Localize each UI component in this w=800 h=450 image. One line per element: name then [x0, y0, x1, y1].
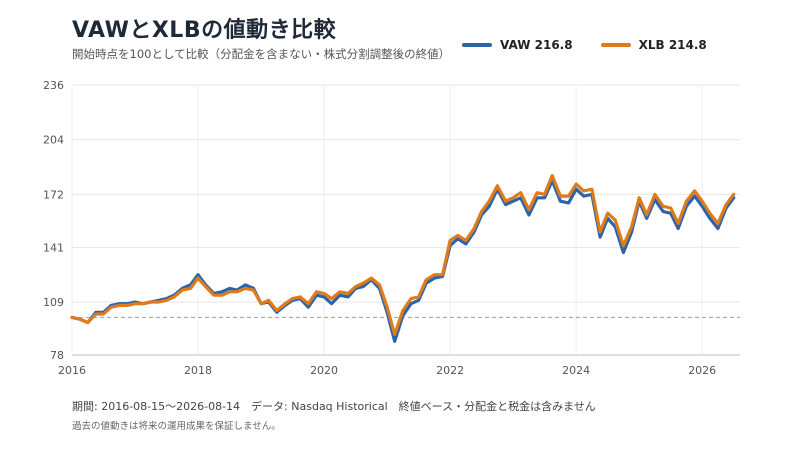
x-tick-label: 2020: [310, 364, 338, 377]
legend-swatch-xlb: [600, 43, 631, 47]
x-tick-label: 2022: [436, 364, 464, 377]
chart-subtitle: 開始時点を100として比較（分配金を含まない・株式分割調整後の終値）: [72, 47, 451, 61]
series-line-vaw: [70, 179, 736, 343]
y-tick-label: 204: [43, 134, 64, 147]
y-tick-label: 78: [50, 349, 64, 362]
period-source-note: 期間: 2016-08-15〜2026-08-14 データ: Nasdaq Hi…: [72, 400, 596, 413]
x-tick-label: 2018: [184, 364, 212, 377]
legend-item-vaw: VAW 216.8: [462, 38, 573, 52]
chart-title: VAWとXLBの値動き比較: [72, 18, 337, 43]
chart-legend: VAW 216.8 XLB 214.8: [462, 38, 707, 52]
y-tick-label: 141: [43, 241, 64, 254]
legend-label-vaw: VAW 216.8: [500, 38, 573, 52]
y-tick-label: 236: [43, 79, 64, 92]
legend-swatch-vaw: [462, 43, 492, 47]
disclaimer-note: 過去の値動きは将来の運用成果を保証しません。: [72, 421, 281, 432]
y-tick-label: 109: [43, 296, 64, 309]
legend-label-xlb: XLB 214.8: [638, 38, 707, 52]
x-tick-label: 2026: [688, 364, 716, 377]
x-tick-label: 2016: [58, 364, 86, 377]
legend-item-xlb: XLB 214.8: [600, 38, 707, 52]
series-line-xlb: [70, 174, 736, 337]
y-tick-label: 172: [43, 188, 64, 201]
x-tick-label: 2024: [562, 364, 590, 377]
